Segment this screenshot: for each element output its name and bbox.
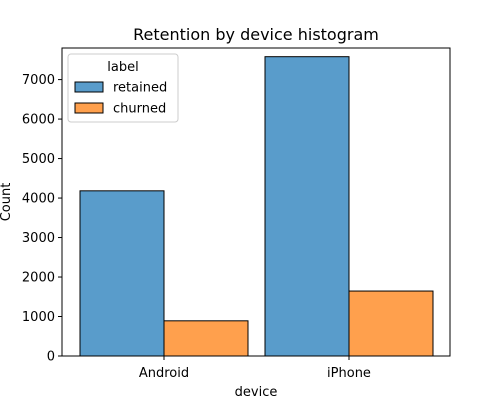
bar-churned-android [163, 320, 249, 357]
y-tick-label: 3000 [22, 231, 55, 246]
legend-label-retained: retained [113, 81, 167, 96]
y-tick-label: 0 [47, 350, 55, 365]
legend-swatch-churned [74, 102, 104, 114]
y-tick-label: 7000 [22, 73, 55, 88]
x-axis: Android iPhone [139, 356, 371, 381]
y-tick-label: 6000 [22, 113, 55, 128]
y-axis-label: Count [0, 183, 14, 222]
y-tick-label: 5000 [22, 152, 55, 167]
bar-churned-iphone [348, 290, 434, 357]
legend-label-churned: churned [113, 102, 166, 117]
y-tick-label: 1000 [22, 310, 55, 325]
x-axis-label: device [235, 385, 278, 400]
plot-area [79, 56, 434, 357]
bar-retained-iphone [264, 56, 350, 357]
y-tick-label: 4000 [22, 192, 55, 207]
plot-frame [61, 47, 451, 357]
x-tick-label: Android [139, 366, 189, 381]
legend-swatch-retained [74, 81, 104, 93]
chart-title: Retention by device histogram [133, 25, 379, 44]
y-axis: 0 1000 2000 3000 4000 5000 6000 7000 [22, 73, 62, 365]
bar-retained-android [79, 190, 165, 357]
x-tick-label: iPhone [327, 366, 371, 381]
legend: label retained churned [67, 53, 179, 123]
legend-title: label [107, 60, 138, 75]
y-tick-label: 2000 [22, 271, 55, 286]
